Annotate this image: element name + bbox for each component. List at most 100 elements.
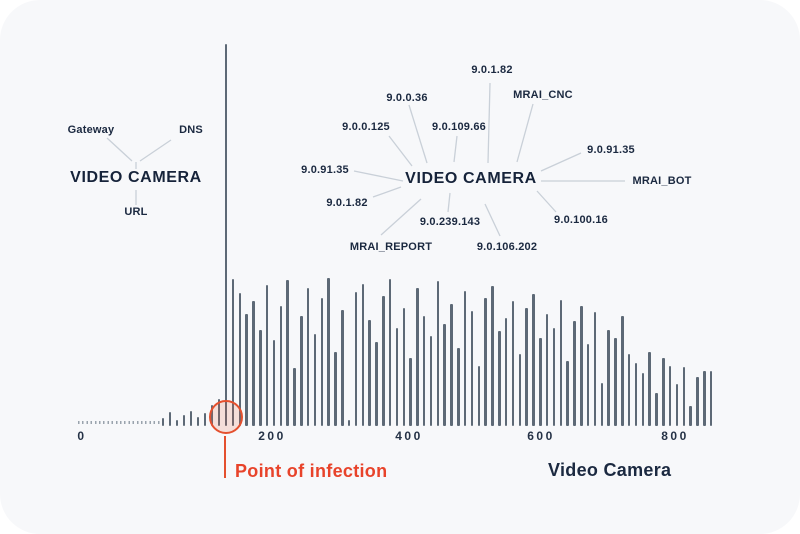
histogram-bar (580, 306, 583, 426)
histogram-bar (607, 330, 610, 426)
histogram-bar (484, 298, 487, 426)
left-diagram-center-label: VIDEO CAMERA (70, 169, 202, 186)
histogram-bar (600, 383, 604, 426)
histogram-bar (682, 367, 686, 426)
histogram-bar (429, 336, 433, 426)
histogram-bar-small (175, 420, 179, 426)
histogram-bar (313, 334, 317, 426)
histogram-bar (416, 288, 419, 426)
histogram-bar (641, 373, 645, 426)
histogram-bar (532, 294, 535, 426)
histogram-bar (614, 338, 617, 426)
connector-line (487, 82, 491, 164)
histogram-bar (457, 348, 460, 426)
histogram-bar (450, 304, 453, 426)
histogram-bar (539, 338, 542, 426)
histogram-bar (648, 352, 651, 426)
histogram-bar (593, 312, 597, 426)
histogram-bar-small (168, 412, 172, 426)
histogram-bar (341, 310, 344, 426)
node-label: MRAI_BOT (632, 175, 692, 187)
histogram-bar (709, 371, 713, 426)
histogram-bar (463, 291, 467, 426)
node-label: 9.0.106.202 (476, 241, 538, 253)
histogram-bar (382, 296, 385, 426)
node-label: 9.0.0.36 (386, 92, 428, 104)
histogram-bar (525, 308, 528, 426)
histogram-bar (477, 366, 481, 426)
histogram-bar (279, 306, 283, 426)
histogram-bar (573, 321, 576, 426)
connector-line (536, 190, 557, 213)
histogram-bar (668, 366, 672, 426)
histogram-bar (272, 340, 276, 426)
x-axis-tick-label: 800 (661, 429, 689, 443)
histogram-bar (703, 371, 706, 426)
histogram-bar (422, 316, 426, 426)
histogram-bar (627, 354, 631, 426)
histogram-bar (498, 331, 501, 426)
connector-line (447, 192, 451, 213)
histogram-bar (436, 281, 440, 426)
histogram-bar (395, 328, 399, 426)
histogram-bar (504, 318, 508, 426)
connector-line (380, 198, 422, 236)
histogram-bar (245, 314, 248, 426)
histogram-bar-small (189, 411, 193, 426)
histogram-bar (320, 298, 324, 426)
node-label: MRAI_REPORT (349, 241, 433, 253)
histogram-bar (675, 384, 679, 426)
connector-line (408, 104, 428, 164)
connector-line (540, 152, 582, 172)
histogram-bar-small (196, 417, 200, 426)
node-label: DNS (179, 124, 203, 136)
histogram-bar (545, 314, 549, 426)
x-axis-tick-label: 200 (258, 429, 286, 443)
histogram-bar (238, 293, 242, 426)
infection-spike-bar (224, 44, 228, 426)
histogram-bar (621, 316, 624, 426)
node-label: URL (124, 206, 148, 218)
x-axis-tick-label: 400 (395, 429, 423, 443)
histogram-bar (354, 292, 358, 426)
node-label: 9.0.91.35 (301, 164, 349, 176)
histogram-bar (491, 286, 494, 426)
histogram-bar (552, 328, 556, 426)
histogram-bar-small (203, 413, 207, 426)
chart-caption-video-camera: Video Camera (548, 460, 672, 480)
histogram-bar (327, 278, 330, 426)
histogram-bar (559, 300, 563, 426)
histogram-bar (443, 324, 446, 426)
histogram-bar (306, 288, 310, 426)
connector-line (372, 186, 402, 198)
connector-line (453, 135, 458, 163)
connector-line (353, 170, 404, 182)
histogram-bar (402, 308, 405, 426)
histogram-bar (518, 354, 522, 426)
point-of-infection-label: Point of infection (235, 461, 388, 481)
connector-line (388, 135, 413, 167)
histogram-bar (231, 279, 235, 426)
connector-line (106, 137, 133, 162)
node-label: 9.0.239.143 (419, 216, 481, 228)
histogram-bar (470, 311, 474, 426)
node-label: 9.0.1.82 (471, 64, 513, 76)
node-label: Gateway (67, 124, 115, 136)
histogram-bar (265, 285, 269, 426)
node-label: 9.0.109.66 (432, 121, 486, 133)
dotted-baseline-leader (78, 421, 163, 424)
right-diagram-center-label: VIDEO CAMERA (405, 170, 537, 187)
histogram-bar (286, 280, 289, 426)
histogram-bar (300, 316, 303, 426)
histogram-bar (511, 301, 515, 426)
histogram-bar (409, 358, 412, 426)
connector-line (516, 103, 534, 163)
histogram-bar (696, 377, 699, 426)
histogram-bar (368, 320, 371, 426)
point-of-infection-pointer-line (223, 436, 226, 478)
histogram-bar (361, 284, 365, 426)
histogram-bar (259, 330, 262, 426)
histogram-bar (689, 406, 692, 426)
histogram-bar (586, 344, 590, 426)
